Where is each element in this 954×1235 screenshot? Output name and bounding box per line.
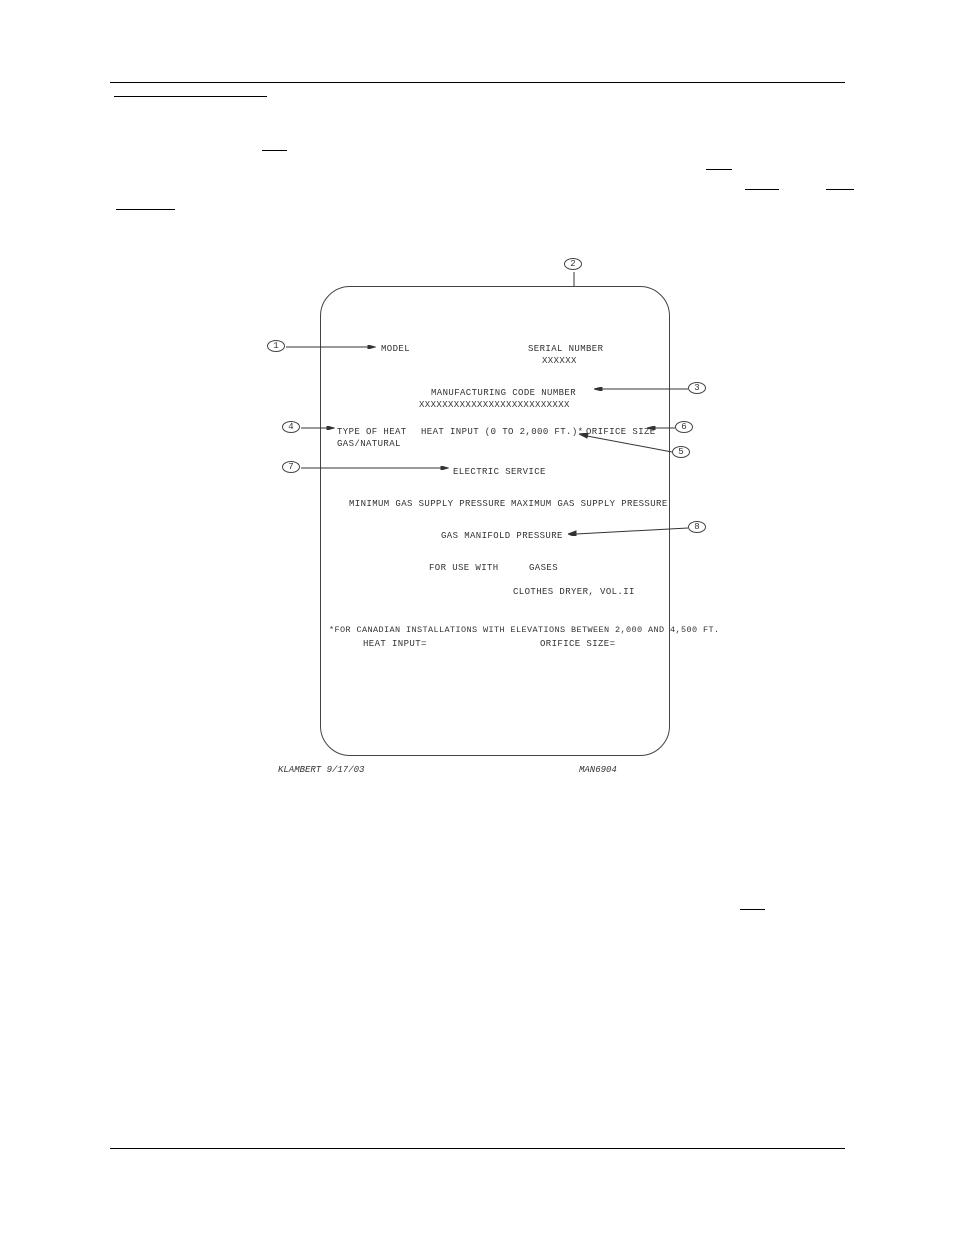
label-electric: ELECTRIC SERVICE bbox=[453, 467, 546, 477]
callout-2: 2 bbox=[564, 258, 582, 270]
arrow-callout-6 bbox=[647, 426, 675, 430]
underline-5 bbox=[116, 209, 175, 210]
value-type-heat: GAS/NATURAL bbox=[337, 439, 401, 449]
underline-1 bbox=[114, 96, 267, 97]
label-clothes: CLOTHES DRYER, VOL.II bbox=[513, 587, 635, 597]
arrow-callout-3 bbox=[594, 387, 688, 391]
data-plate: MODEL SERIAL NUMBER XXXXXX MANUFACTURING… bbox=[320, 286, 670, 756]
callout-5: 5 bbox=[672, 446, 690, 458]
callout-7: 7 bbox=[282, 461, 300, 473]
label-serial: SERIAL NUMBER bbox=[528, 344, 603, 354]
underline-4b bbox=[826, 189, 854, 190]
label-gases: GASES bbox=[529, 563, 558, 573]
callout-8: 8 bbox=[688, 521, 706, 533]
label-max-gas: MAXIMUM GAS SUPPLY PRESSURE bbox=[511, 499, 668, 509]
underline-2 bbox=[262, 150, 287, 151]
label-model: MODEL bbox=[381, 344, 410, 354]
underline-3 bbox=[706, 169, 732, 170]
arrow-callout-8 bbox=[568, 526, 688, 536]
page: 2 MODEL SERIAL NUMBER XXXXXX MANUFACTURI… bbox=[0, 0, 954, 1235]
footer-right: MAN6904 bbox=[579, 765, 617, 775]
callout-6: 6 bbox=[675, 421, 693, 433]
value-mfg: XXXXXXXXXXXXXXXXXXXXXXXXXX bbox=[419, 400, 570, 410]
arrow-callout-5 bbox=[579, 433, 672, 455]
rule-top bbox=[110, 82, 845, 83]
label-type-heat: TYPE OF HEAT bbox=[337, 427, 407, 437]
callout-3: 3 bbox=[688, 382, 706, 394]
value-serial: XXXXXX bbox=[542, 356, 577, 366]
footer-left: KLAMBERT 9/17/03 bbox=[278, 765, 364, 775]
label-for-use: FOR USE WITH bbox=[429, 563, 499, 573]
label-heat-input: HEAT INPUT (0 TO 2,000 FT.)* bbox=[421, 427, 583, 437]
note-canadian: *FOR CANADIAN INSTALLATIONS WITH ELEVATI… bbox=[329, 625, 720, 635]
data-plate-diagram: 2 MODEL SERIAL NUMBER XXXXXX MANUFACTURI… bbox=[272, 268, 702, 778]
rule-bottom bbox=[110, 1148, 845, 1149]
label-orifice2: ORIFICE SIZE= bbox=[540, 639, 615, 649]
label-min-gas: MINIMUM GAS SUPPLY PRESSURE bbox=[349, 499, 506, 509]
label-manifold: GAS MANIFOLD PRESSURE bbox=[441, 531, 563, 541]
underline-6 bbox=[740, 909, 765, 910]
label-mfg: MANUFACTURING CODE NUMBER bbox=[431, 388, 576, 398]
callout-1: 1 bbox=[267, 340, 285, 352]
arrow-callout-7 bbox=[301, 466, 449, 470]
arrow-callout-1 bbox=[286, 345, 376, 349]
callout-4: 4 bbox=[282, 421, 300, 433]
label-heat-input2: HEAT INPUT= bbox=[363, 639, 427, 649]
arrow-callout-4 bbox=[301, 426, 335, 430]
underline-4 bbox=[745, 189, 779, 190]
